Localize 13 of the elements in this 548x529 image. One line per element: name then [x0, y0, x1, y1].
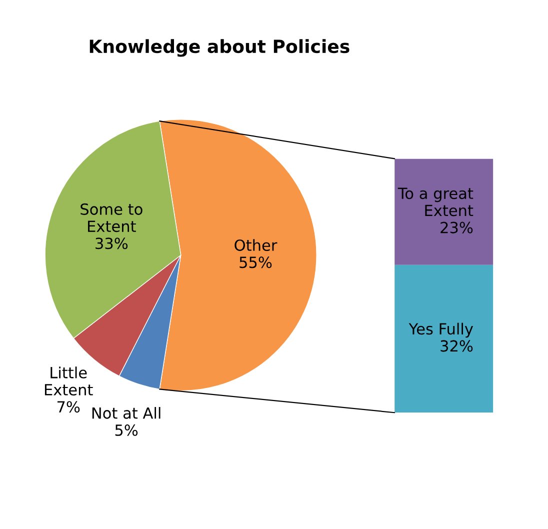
- series-label: To a great Extent: [398, 188, 474, 216]
- data-label: 5%: [115, 424, 138, 436]
- data-label: 55%: [240, 256, 272, 268]
- slice-label: Little Extent: [44, 366, 93, 396]
- chart-title: Knowledge about Policies: [90, 39, 350, 57]
- slice-label: Not at All: [92, 407, 160, 419]
- data-label: 23%: [440, 222, 473, 234]
- slice-label: Other: [234, 239, 278, 251]
- data-label: 7%: [57, 401, 80, 413]
- data-label: 33%: [96, 238, 128, 250]
- data-label: 32%: [440, 340, 473, 352]
- series-label: Yes Fully: [408, 322, 474, 338]
- slice-label: Some to Extent: [80, 203, 142, 232]
